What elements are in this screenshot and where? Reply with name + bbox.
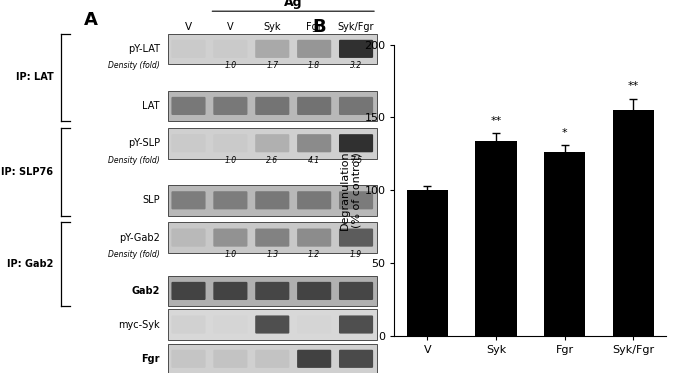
Bar bbox=[167, 344, 377, 373]
FancyBboxPatch shape bbox=[297, 350, 331, 368]
FancyBboxPatch shape bbox=[297, 134, 331, 152]
Text: 1.9: 1.9 bbox=[350, 250, 362, 259]
FancyBboxPatch shape bbox=[297, 282, 331, 300]
Y-axis label: Degranulation
(% of control): Degranulation (% of control) bbox=[340, 150, 362, 230]
FancyBboxPatch shape bbox=[339, 282, 373, 300]
Text: 4.1: 4.1 bbox=[308, 156, 320, 164]
Text: 1.2: 1.2 bbox=[308, 250, 320, 259]
FancyBboxPatch shape bbox=[339, 134, 373, 152]
Bar bbox=[167, 34, 377, 64]
FancyBboxPatch shape bbox=[214, 134, 248, 152]
Text: 1.8: 1.8 bbox=[308, 61, 320, 70]
Text: *: * bbox=[562, 128, 568, 138]
FancyBboxPatch shape bbox=[214, 316, 248, 333]
FancyBboxPatch shape bbox=[214, 229, 248, 247]
Text: Fgr: Fgr bbox=[306, 22, 322, 32]
Text: pY-SLP: pY-SLP bbox=[128, 138, 160, 148]
Bar bbox=[167, 276, 377, 306]
Text: LAT: LAT bbox=[142, 101, 160, 111]
FancyBboxPatch shape bbox=[171, 282, 205, 300]
FancyBboxPatch shape bbox=[255, 316, 289, 333]
Text: Density (fold): Density (fold) bbox=[108, 61, 160, 70]
FancyBboxPatch shape bbox=[255, 134, 289, 152]
FancyBboxPatch shape bbox=[297, 191, 331, 209]
Text: V: V bbox=[227, 22, 234, 32]
Text: Gab2: Gab2 bbox=[131, 286, 160, 296]
Bar bbox=[167, 128, 377, 159]
FancyBboxPatch shape bbox=[214, 97, 248, 115]
FancyBboxPatch shape bbox=[255, 97, 289, 115]
Text: V: V bbox=[185, 22, 192, 32]
Text: myc-Syk: myc-Syk bbox=[118, 320, 160, 329]
FancyBboxPatch shape bbox=[339, 350, 373, 368]
Text: Syk/Fgr: Syk/Fgr bbox=[338, 22, 374, 32]
Text: 1.7: 1.7 bbox=[266, 61, 278, 70]
FancyBboxPatch shape bbox=[214, 350, 248, 368]
FancyBboxPatch shape bbox=[171, 134, 205, 152]
FancyBboxPatch shape bbox=[255, 191, 289, 209]
Bar bbox=[167, 91, 377, 121]
FancyBboxPatch shape bbox=[171, 40, 205, 58]
FancyBboxPatch shape bbox=[255, 282, 289, 300]
FancyBboxPatch shape bbox=[171, 350, 205, 368]
Text: 3.2: 3.2 bbox=[350, 61, 362, 70]
Text: Ag: Ag bbox=[284, 0, 303, 9]
FancyBboxPatch shape bbox=[339, 229, 373, 247]
FancyBboxPatch shape bbox=[171, 316, 205, 333]
Text: pY-Gab2: pY-Gab2 bbox=[119, 233, 160, 242]
Text: Syk: Syk bbox=[264, 22, 281, 32]
Text: 7.5: 7.5 bbox=[350, 156, 362, 164]
Bar bbox=[475, 141, 517, 336]
FancyBboxPatch shape bbox=[255, 229, 289, 247]
Text: Density (fold): Density (fold) bbox=[108, 156, 160, 164]
Text: B: B bbox=[313, 18, 326, 36]
Text: Density (fold): Density (fold) bbox=[108, 250, 160, 259]
FancyBboxPatch shape bbox=[297, 316, 331, 333]
Text: pY-LAT: pY-LAT bbox=[128, 44, 160, 54]
FancyBboxPatch shape bbox=[339, 191, 373, 209]
FancyBboxPatch shape bbox=[297, 97, 331, 115]
FancyBboxPatch shape bbox=[171, 191, 205, 209]
Text: IP: SLP76: IP: SLP76 bbox=[1, 167, 53, 177]
Bar bbox=[167, 185, 377, 216]
Text: 2.6: 2.6 bbox=[266, 156, 278, 164]
FancyBboxPatch shape bbox=[214, 40, 248, 58]
FancyBboxPatch shape bbox=[214, 191, 248, 209]
FancyBboxPatch shape bbox=[171, 97, 205, 115]
Bar bbox=[544, 153, 585, 336]
FancyBboxPatch shape bbox=[297, 40, 331, 58]
FancyBboxPatch shape bbox=[255, 40, 289, 58]
Text: A: A bbox=[84, 11, 98, 29]
Text: **: ** bbox=[628, 81, 639, 91]
FancyBboxPatch shape bbox=[339, 97, 373, 115]
FancyBboxPatch shape bbox=[339, 316, 373, 333]
FancyBboxPatch shape bbox=[297, 229, 331, 247]
Text: 1.0: 1.0 bbox=[224, 250, 237, 259]
Text: 1.0: 1.0 bbox=[224, 61, 237, 70]
Bar bbox=[167, 309, 377, 340]
Text: SLP: SLP bbox=[142, 195, 160, 205]
Text: IP: Gab2: IP: Gab2 bbox=[7, 259, 53, 269]
Bar bbox=[167, 222, 377, 253]
Text: 1.3: 1.3 bbox=[266, 250, 278, 259]
Bar bbox=[613, 110, 654, 336]
Bar bbox=[407, 190, 448, 336]
FancyBboxPatch shape bbox=[255, 350, 289, 368]
Text: 1.0: 1.0 bbox=[224, 156, 237, 164]
FancyBboxPatch shape bbox=[214, 282, 248, 300]
Text: IP: LAT: IP: LAT bbox=[16, 72, 53, 82]
FancyBboxPatch shape bbox=[339, 40, 373, 58]
Text: **: ** bbox=[490, 116, 502, 126]
Text: Fgr: Fgr bbox=[141, 354, 160, 364]
FancyBboxPatch shape bbox=[171, 229, 205, 247]
